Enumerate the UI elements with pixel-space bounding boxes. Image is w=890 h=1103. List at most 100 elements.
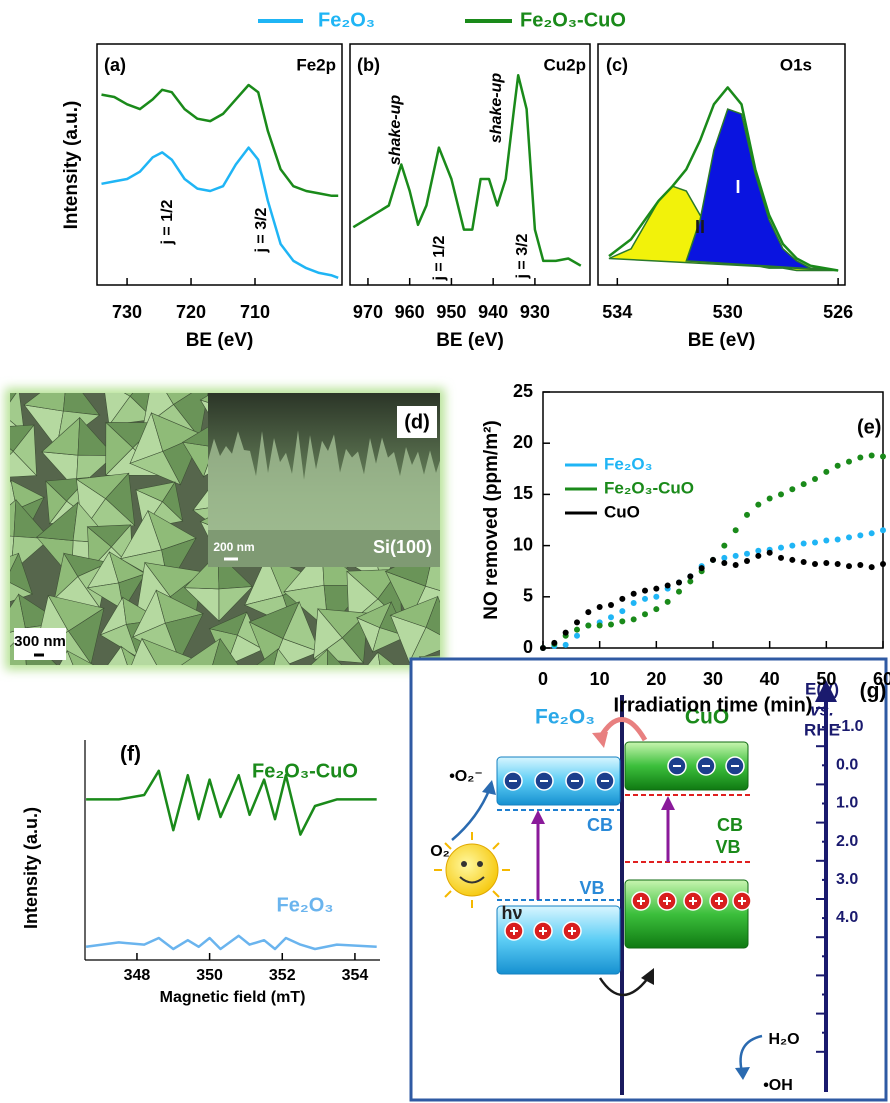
data-point [585, 622, 592, 629]
spectrum-label: Fe2p [296, 55, 336, 74]
axis-title: E(V) [805, 679, 839, 698]
crystal-face [166, 393, 193, 405]
arrow-head [482, 780, 496, 795]
data-point [755, 552, 762, 559]
x-tick-label: 350 [196, 967, 223, 984]
crystal-face [445, 381, 472, 424]
crystal-face [59, 650, 74, 665]
legend-label: Fe₂O₃ [318, 9, 375, 31]
panel-label: (b) [357, 55, 380, 75]
data-point [608, 621, 614, 628]
data-point [846, 458, 852, 465]
spectrum-label: O1s [780, 55, 812, 74]
y-tick-label: 5 [523, 586, 533, 606]
data-point [732, 552, 739, 559]
x-axis-label: BE (eV) [688, 330, 756, 351]
x-axis-label: BE (eV) [436, 330, 504, 351]
crystal-face [367, 651, 381, 665]
crystal-face [271, 677, 301, 703]
annotation: j = 1/2 [431, 235, 448, 281]
crystal-face [344, 691, 387, 728]
x-tick-label: 534 [602, 302, 632, 322]
hole-sign [689, 897, 697, 905]
data-point [868, 452, 875, 459]
hole-sign [539, 927, 547, 935]
annotation: j = 3/2 [253, 207, 270, 253]
x-axis-label: Irradiation time (min) [614, 694, 813, 716]
series-line [352, 74, 582, 267]
data-point [642, 595, 648, 602]
scale-label: 300 nm [14, 633, 66, 650]
x-tick-label: 40 [760, 669, 780, 689]
data-point [846, 534, 852, 541]
arrow-head [815, 680, 837, 702]
x-tick-label: 950 [436, 302, 466, 322]
arrow-head [531, 810, 545, 824]
reaction-arrow [739, 1034, 763, 1073]
panel-label: (a) [104, 55, 126, 75]
energy-ticks: -1.0 0.0 1.0 2.0 3.0 4.0 [816, 707, 864, 1053]
crystal-face [463, 373, 509, 398]
crystal-face [310, 648, 328, 665]
data-point [789, 542, 796, 549]
data-point [868, 564, 875, 571]
x-axis-label: Magnetic field (mT) [160, 989, 306, 1006]
axis-tick-label: 0.0 [836, 756, 858, 773]
panel-label: (g) [860, 680, 887, 703]
crystal-face [482, 378, 508, 424]
species-label: •OH [763, 1077, 793, 1094]
data-point [574, 619, 580, 626]
series-line [86, 769, 377, 836]
legend-label: Fe₂O₃ [604, 454, 652, 473]
data-point [812, 561, 818, 568]
legend-label: CuO [604, 502, 640, 521]
axis-title: vs. [810, 700, 834, 719]
scale-label: 200 nm [213, 540, 254, 554]
data-point [551, 639, 558, 646]
data-point [721, 542, 728, 549]
crystal-face [451, 431, 478, 462]
data-point [880, 527, 886, 534]
axis-tick-label: 4.0 [836, 909, 858, 926]
x-tick-label: 352 [269, 967, 296, 984]
hole-sign [637, 897, 645, 905]
data-point [868, 530, 875, 537]
data-point [653, 585, 660, 592]
label-box [397, 406, 437, 438]
material-label: Fe₂O₃ [535, 706, 595, 729]
crystal-face [248, 672, 271, 702]
data-point [778, 491, 784, 498]
hole-sign [510, 927, 518, 935]
data-point [789, 556, 796, 563]
species-label: •O₂⁻ [449, 768, 483, 785]
hole-sign [663, 897, 671, 905]
data-point [789, 486, 796, 493]
crystal-face [10, 582, 34, 602]
panel-label: (c) [606, 55, 628, 75]
band-diagram: -1.0 0.0 1.0 2.0 3.0 4.0 E(V) vs. RHE (g) Fe₂… [409, 657, 888, 1102]
data-point [585, 609, 592, 616]
x-tick-label: 960 [395, 302, 425, 322]
data-point [687, 578, 694, 585]
data-point [698, 565, 705, 572]
annotation: j = 3/2 [514, 233, 531, 279]
x-tick-label: 30 [703, 669, 723, 689]
data-point [744, 511, 750, 518]
crystal-face [141, 637, 197, 665]
crystal-face [0, 395, 2, 438]
crystal-face [0, 567, 6, 608]
crystal-face [327, 648, 343, 665]
light-label: hν [501, 903, 522, 923]
plot-frame [542, 391, 884, 649]
crystal-face [460, 627, 506, 661]
x-tick-label: 354 [342, 967, 369, 984]
data-point [834, 536, 841, 543]
panel-label: (e) [857, 416, 881, 438]
series-line [608, 86, 839, 272]
data-point [630, 590, 637, 597]
annotation: j = 1/2 [159, 199, 176, 245]
crystal-face [99, 623, 139, 658]
spectrum-label: Cu2p [544, 55, 587, 74]
data-point [823, 468, 830, 475]
data-point [619, 608, 626, 615]
